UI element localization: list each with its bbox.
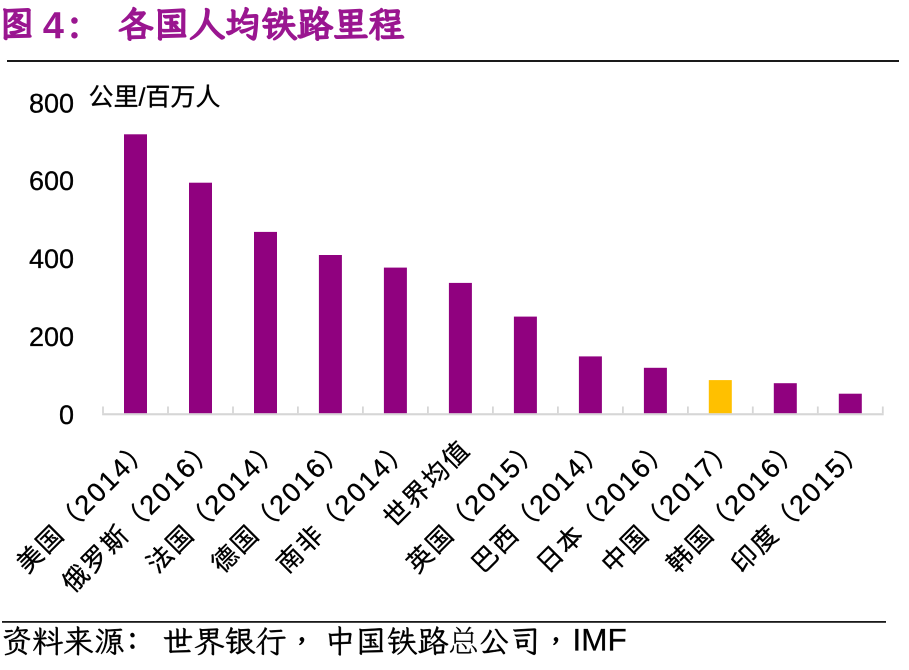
svg-text:600: 600 (29, 166, 74, 196)
svg-text:200: 200 (29, 322, 74, 352)
svg-text:0: 0 (59, 400, 74, 430)
svg-text:IMF: IMF (573, 622, 627, 658)
svg-text:400: 400 (29, 244, 74, 274)
svg-text:800: 800 (29, 88, 74, 118)
